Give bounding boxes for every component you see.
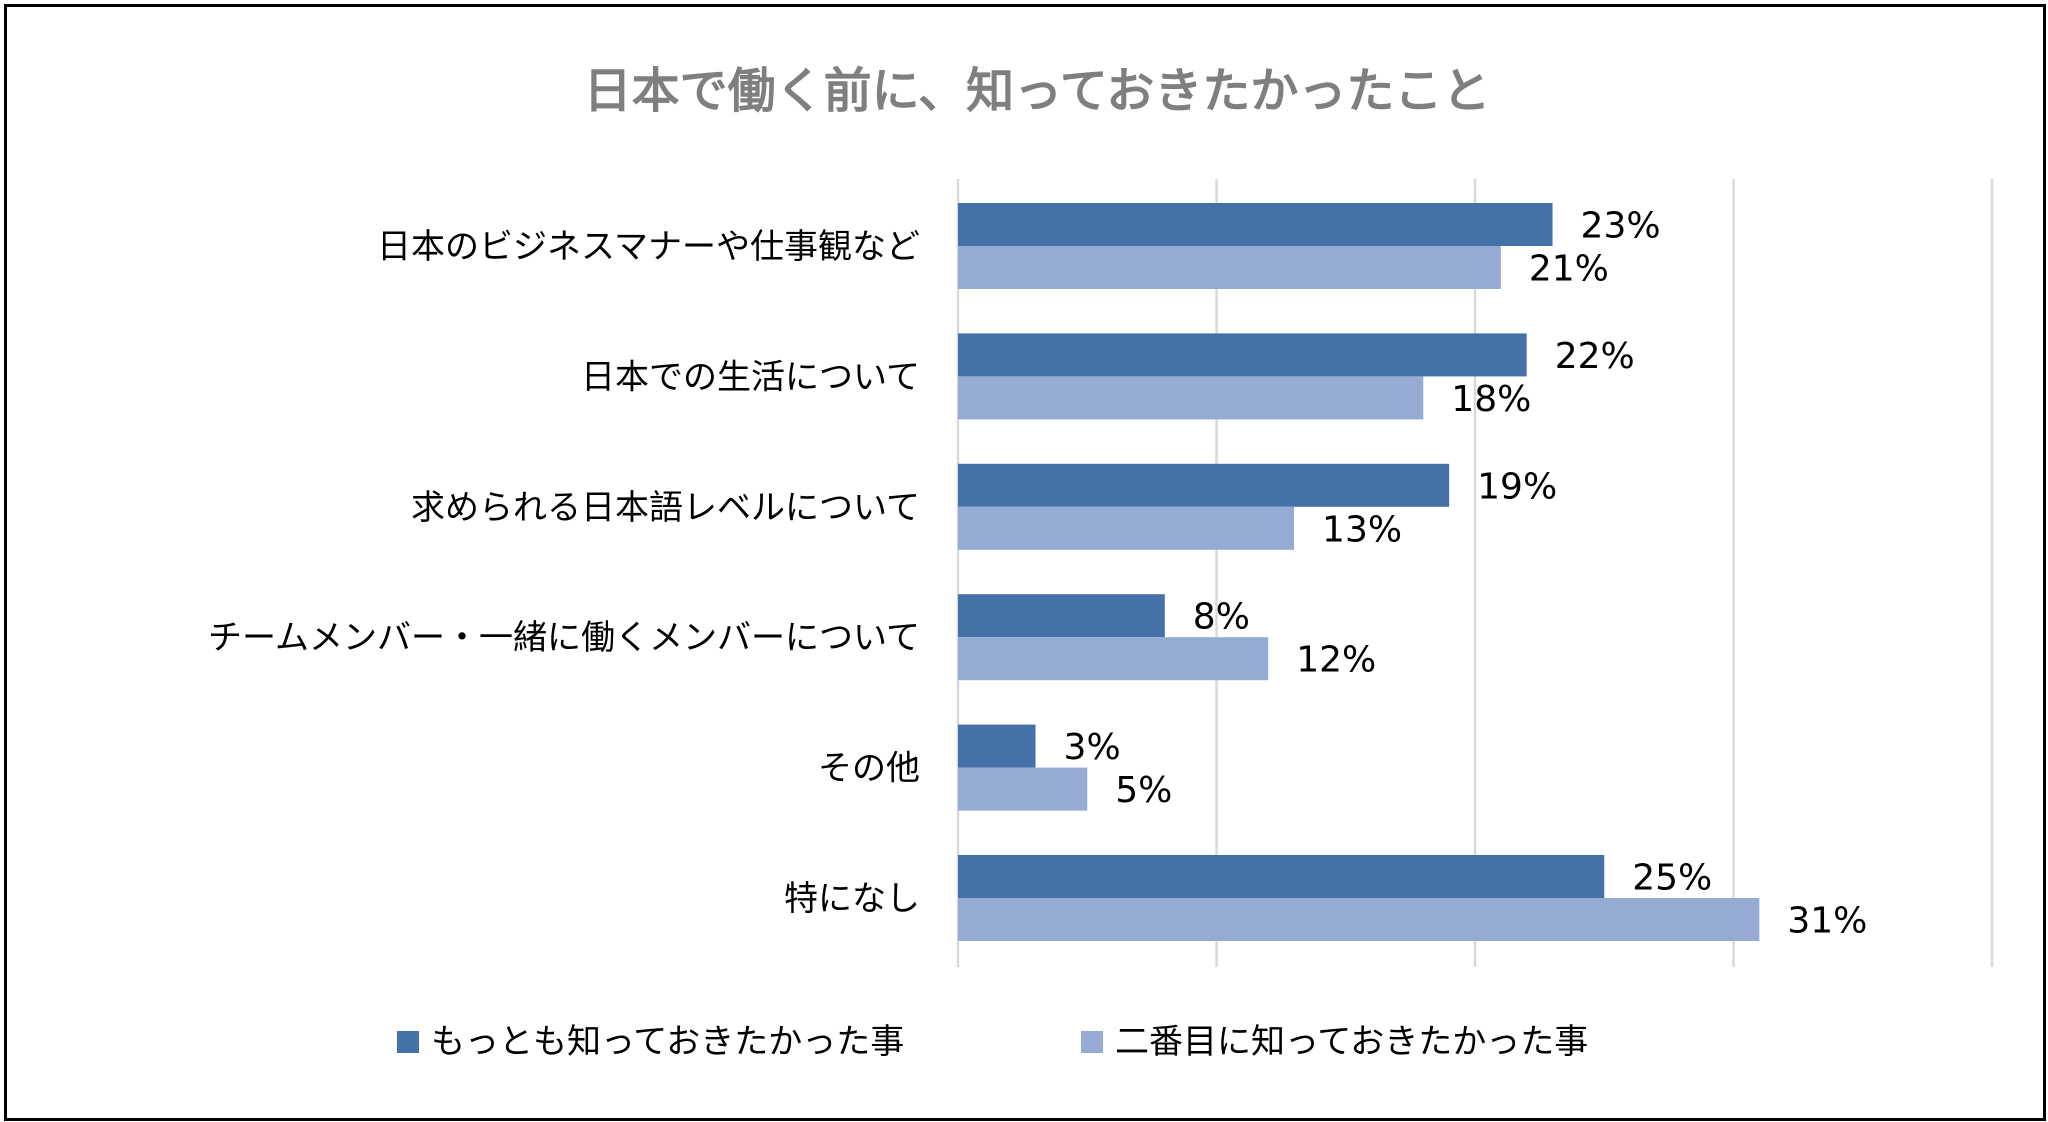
bar-primary-2 [958, 463, 1450, 507]
legend-label-0: もっとも知っておきたかった事 [431, 1022, 904, 1062]
data-label: 5% [1115, 770, 1172, 811]
bar-secondary-4 [958, 767, 1088, 811]
category-label: 日本での生活について [581, 357, 920, 397]
data-label: 31% [1787, 901, 1867, 942]
bar-secondary-0 [958, 246, 1501, 289]
bar-secondary-1 [958, 376, 1424, 420]
category-label: 日本のビジネスマナーや仕事観など [377, 227, 920, 267]
labels: 日本のビジネスマナーや仕事観など 23%21% 日本での生活について 22% 18% 求め… [208, 206, 1867, 942]
legend-label-1: 二番目に知っておきたかった事 [1115, 1022, 1588, 1062]
data-label: 19% [1477, 466, 1557, 507]
chart-frame: 日本で働く前に、知っておきたかったこと 日本のビジネスマナーや仕事観など 23% 2… [4, 4, 2046, 1121]
data-label: 21% [1529, 249, 1609, 290]
data-label: 23% [1581, 206, 1661, 247]
bar-secondary-5 [958, 898, 1760, 941]
data-label: 3% [1064, 727, 1121, 768]
data-label: 8% [1193, 597, 1250, 638]
bar-primary-3 [958, 594, 1165, 638]
legend-swatch-1 [1081, 1031, 1103, 1053]
legend-swatch-0 [397, 1031, 419, 1053]
category-label: 求められる日本語レベルについて [411, 488, 920, 528]
data-label: 18% [1451, 379, 1531, 420]
bar-primary-1 [958, 333, 1527, 377]
data-label: 25% [1632, 858, 1712, 899]
legend: もっとも知っておきたかった事 二番目に知っておきたかった事 [397, 1022, 1588, 1062]
bar-secondary-3 [958, 637, 1269, 681]
data-label: 13% [1322, 509, 1402, 550]
bars [958, 203, 1760, 941]
data-label: 12% [1296, 640, 1376, 681]
bar-chart: 日本で働く前に、知っておきたかったこと 日本のビジネスマナーや仕事観など23%2… [208, 63, 1994, 1062]
bar-secondary-2 [958, 506, 1295, 550]
gridlines [956, 179, 1994, 967]
bar-primary-4 [958, 724, 1036, 768]
category-label: チームメンバー・一緒に働くメンバーについて [208, 618, 920, 658]
chart-title: 日本で働く前に、知っておきたかったこと [584, 63, 1491, 119]
category-label: 特になし [784, 879, 920, 919]
bar-primary-5 [958, 855, 1605, 898]
data-label: 22% [1555, 336, 1635, 377]
category-label: その他 [818, 749, 920, 789]
bar-primary-0 [958, 203, 1553, 246]
